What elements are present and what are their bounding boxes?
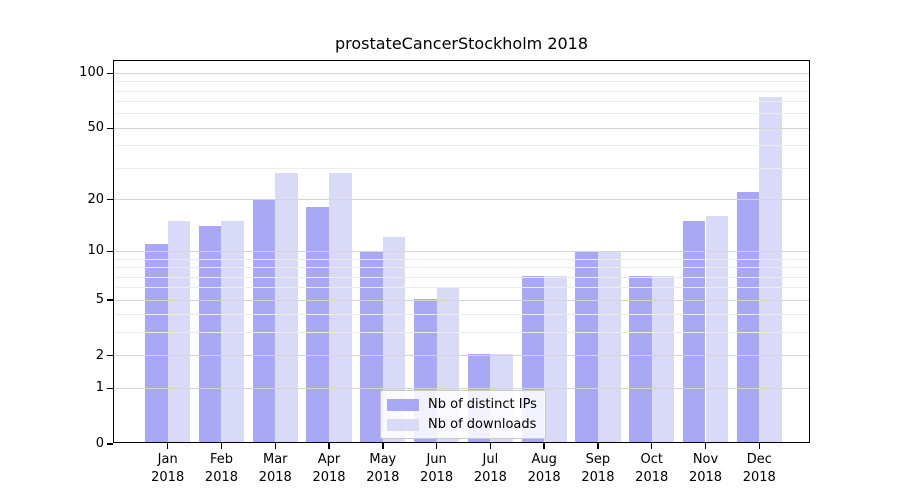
y-tick-label: 20 (87, 191, 104, 207)
legend-label-downloads: Nb of downloads (428, 417, 537, 432)
gridline-major (114, 127, 809, 129)
x-tick-mark (651, 443, 653, 449)
x-tick-label-aug: Aug 2018 (527, 452, 561, 485)
chart-title: prostateCancerStockholm 2018 (334, 34, 589, 53)
y-tick-mark (107, 127, 113, 130)
x-tick-mark (274, 443, 276, 449)
bar-downloads-oct (651, 275, 675, 442)
y-tick-label: 100 (79, 65, 104, 81)
y-tick-mark (107, 299, 113, 301)
x-tick-mark (435, 443, 438, 449)
bar-downloads-aug (544, 275, 567, 442)
gridline-minor (114, 287, 809, 289)
y-tick-label: 0 (95, 436, 104, 451)
y-tick-mark (107, 250, 113, 253)
y-tick-mark (107, 355, 113, 357)
gridline-minor (114, 332, 809, 334)
gridline-major (114, 199, 809, 201)
gridline-major (114, 299, 809, 301)
grid-layer (114, 61, 809, 442)
x-tick-mark (758, 443, 760, 449)
x-tick-mark (704, 443, 707, 449)
x-tick-mark (543, 443, 545, 449)
legend-swatch-ips (387, 398, 419, 411)
legend-label-distinct-ips: Nb of distinct IPs (428, 397, 537, 412)
bar-downloads-dec (759, 97, 782, 442)
x-tick-label-jun: Jun 2018 (420, 452, 454, 485)
legend: Nb of distinct IPs Nb of downloads (380, 390, 546, 439)
gridline-minor (114, 276, 809, 278)
x-tick-mark (328, 443, 330, 449)
gridline-major (114, 250, 809, 252)
legend-row-distinct-ips: Nb of distinct IPs (387, 397, 537, 412)
gridline-minor (114, 145, 809, 147)
gridline-major (114, 72, 809, 74)
bar-downloads-jan (167, 220, 191, 442)
gridline-major (114, 355, 809, 357)
bar-distinct-ips-sep (575, 250, 598, 442)
x-tick-mark (167, 443, 169, 449)
gridline-minor (114, 90, 809, 92)
bar-downloads-nov (705, 215, 729, 442)
bar-distinct-ips-dec (736, 191, 760, 442)
x-tick-label-jan: Jan 2018 (151, 452, 185, 485)
gridline-minor (114, 314, 809, 316)
y-tick-label: 2 (95, 347, 104, 363)
bar-downloads-feb (221, 220, 245, 442)
bar-distinct-ips-feb (198, 225, 222, 442)
bar-downloads-mar (275, 173, 298, 442)
y-tick-mark (107, 72, 113, 75)
plot-area: Nb of distinct IPs Nb of downloads 0 1 2 5 1… (79, 60, 810, 485)
y-tick-label: 1 (95, 380, 104, 396)
y-tick-label: 10 (87, 243, 104, 259)
x-tick-mark (489, 443, 492, 449)
x-tick-label-apr: Apr 2018 (312, 452, 346, 485)
x-tick-label-jul: Jul 2018 (473, 452, 507, 485)
y-tick-mark (107, 198, 113, 201)
gridline-minor (114, 258, 809, 260)
y-tick-label: 50 (87, 120, 104, 136)
x-tick-label-oct: Oct 2018 (635, 452, 669, 485)
bar-distinct-ips-oct (629, 275, 652, 442)
legend-swatch-downloads (387, 418, 419, 431)
y-tick-mark (107, 443, 113, 445)
gridline-minor (114, 113, 809, 115)
bar-distinct-ips-nov (682, 220, 706, 442)
y-tick-label: 5 (95, 292, 104, 308)
gridline-minor (114, 81, 809, 83)
bar-distinct-ips-mar (252, 198, 276, 442)
bar-downloads-sep (597, 250, 621, 442)
x-tick-label-dec: Dec 2018 (742, 452, 776, 485)
gridline-major (114, 387, 809, 389)
bar-downloads-apr (329, 173, 352, 442)
x-tick-mark (382, 443, 384, 449)
x-tick-label-may: May 2018 (366, 452, 400, 485)
legend-row-downloads: Nb of downloads (387, 417, 537, 432)
bar-distinct-ips-jan (145, 243, 168, 442)
x-tick-mark (597, 443, 599, 449)
x-tick-label-sep: Sep 2018 (581, 452, 615, 485)
x-tick-mark (220, 443, 223, 449)
x-tick-label-mar: Mar 2018 (258, 452, 292, 485)
bars-layer (114, 61, 809, 442)
gridline-minor (114, 167, 809, 169)
gridline-minor (114, 267, 809, 269)
y-tick-mark (107, 387, 113, 390)
gridline-minor (114, 101, 809, 103)
x-tick-label-nov: Nov 2018 (688, 452, 723, 485)
bar-distinct-ips-apr (306, 206, 330, 442)
x-tick-label-feb: Feb 2018 (204, 452, 239, 485)
